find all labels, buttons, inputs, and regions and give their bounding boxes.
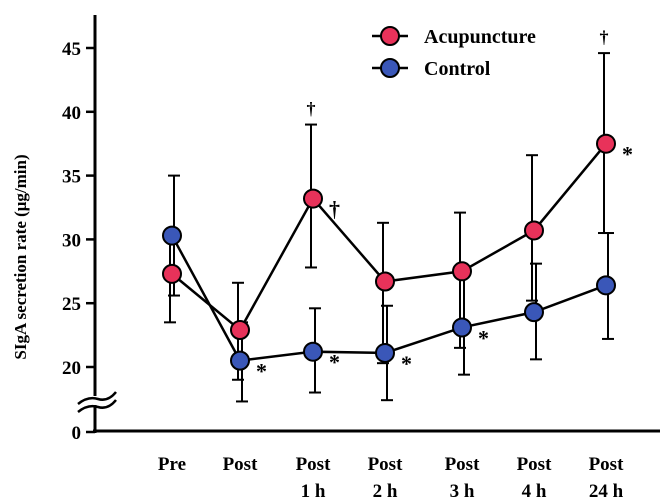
x-tick-label-sub: 2 h <box>373 481 398 501</box>
data-point-acupuncture <box>452 261 472 282</box>
legend-label: Control <box>424 58 491 80</box>
legend-marker <box>380 58 400 78</box>
x-tick-label: Pre <box>158 454 186 475</box>
y-tick-label: 45 <box>62 39 81 60</box>
data-point-control <box>375 342 395 363</box>
y-tick-label: 25 <box>62 294 81 315</box>
y-tick-label: 35 <box>62 167 81 188</box>
significance-mark: * <box>478 325 489 350</box>
y-tick-label: 30 <box>62 230 81 251</box>
x-tick-label: Post <box>517 454 553 475</box>
x-ticks: Pre Post Post 1 h Post 2 h Post 3 h Post 4 h Post 2… <box>158 454 624 501</box>
data-point-control <box>596 275 616 296</box>
axis-break-mark <box>77 391 117 405</box>
significance-mark: † <box>329 197 340 222</box>
x-tick-label-sub: 1 h <box>301 481 326 501</box>
x-tick-label-sub: 3 h <box>450 481 475 501</box>
axis-break-mark <box>77 399 117 413</box>
axes <box>77 15 660 433</box>
y-tick-label: 0 <box>72 423 82 444</box>
y-tick-label: 20 <box>62 358 81 379</box>
y-ticks: 0 20 25 30 35 40 45 <box>62 39 95 444</box>
data-point-acupuncture <box>375 271 395 292</box>
dagger-mark: † <box>600 27 609 47</box>
data-point-control <box>162 225 182 246</box>
significance-mark: * <box>256 359 267 384</box>
data-point-acupuncture <box>524 220 544 241</box>
series-layer: † * * * * * † † <box>162 27 633 403</box>
x-tick-label: Post <box>296 454 332 475</box>
significance-mark: * <box>329 350 340 375</box>
dagger-mark: † <box>307 99 316 119</box>
x-tick-label: Post <box>223 454 259 475</box>
data-point-acupuncture <box>596 133 616 154</box>
significance-mark: * <box>401 351 412 376</box>
x-tick-label: Post <box>368 454 404 475</box>
data-point-acupuncture <box>303 188 323 209</box>
legend-label: Acupuncture <box>424 26 536 48</box>
y-tick-label: 40 <box>62 103 81 124</box>
x-tick-label: Post <box>589 454 625 475</box>
data-point-control <box>303 341 323 362</box>
data-point-control <box>230 350 250 371</box>
x-tick-label: Post <box>445 454 481 475</box>
data-point-acupuncture <box>230 319 250 340</box>
significance-mark: * <box>622 142 633 167</box>
legend-marker <box>380 26 400 46</box>
data-point-control <box>524 302 544 323</box>
x-tick-label-sub: 4 h <box>522 481 547 501</box>
y-axis-label: SIgA secretion rate (μg/min) <box>11 154 30 359</box>
axis-break-gap <box>89 396 101 405</box>
data-point-acupuncture <box>162 263 182 284</box>
x-tick-label-sub: 24 h <box>589 481 624 501</box>
legend: Acupuncture Control <box>372 26 536 80</box>
data-point-control <box>452 317 472 338</box>
